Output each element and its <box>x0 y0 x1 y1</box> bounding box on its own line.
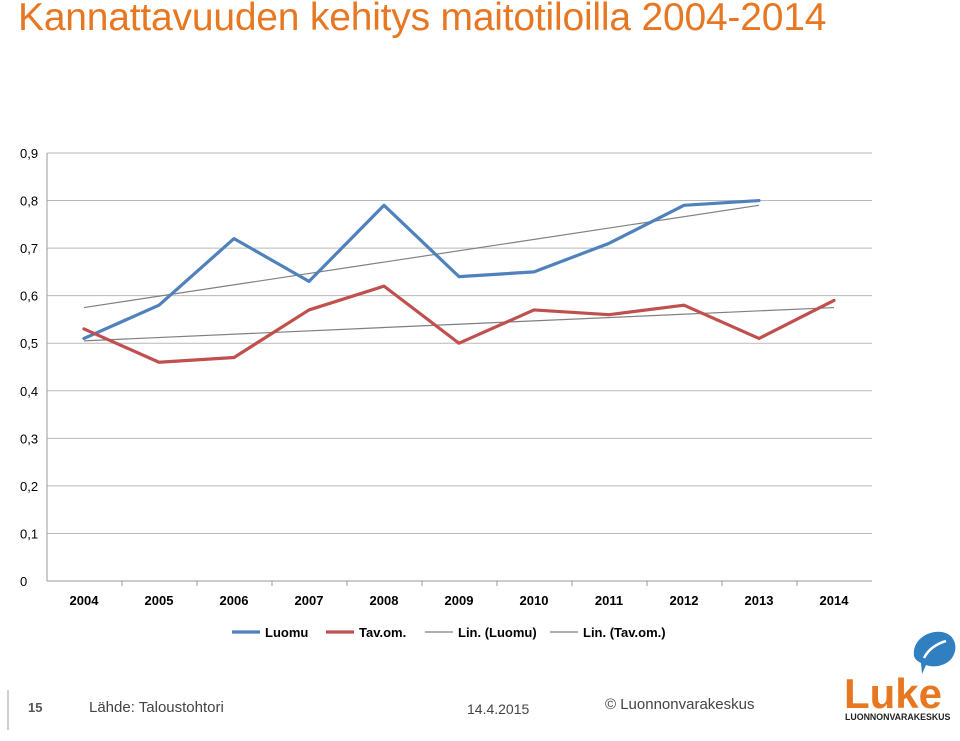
y-tick-label: 0,8 <box>20 194 38 209</box>
slide-date: 14.4.2015 <box>467 701 530 717</box>
footer-divider <box>7 690 9 730</box>
y-tick-label: 0 <box>20 574 27 589</box>
x-tick-label: 2008 <box>370 593 399 608</box>
leaf-speech-icon <box>913 631 956 674</box>
legend-label: Tav.om. <box>359 625 406 640</box>
x-tick-label: 2013 <box>745 593 774 608</box>
series-line <box>82 284 836 364</box>
x-tick-label: 2014 <box>820 593 850 608</box>
y-tick-label: 0,6 <box>20 289 38 304</box>
legend-label: Lin. (Luomu) <box>458 625 537 640</box>
y-tick-label: 0,2 <box>20 479 38 494</box>
y-tick-label: 0,9 <box>20 146 38 161</box>
axes: 0 0,1 0,2 0,3 0,4 0,5 0,6 0,7 0,8 0,9 2004 2005 2006… <box>20 146 872 608</box>
gridlines <box>47 152 872 534</box>
trendlines <box>83 204 835 342</box>
slide-title: Kannattavuuden kehitys maitotiloilla 200… <box>18 0 827 39</box>
copyright-note: © Luonnonvarakeskus <box>605 696 755 713</box>
trendline <box>83 204 760 309</box>
y-tick-label: 0,4 <box>20 384 38 399</box>
x-tick-label: 2010 <box>520 593 549 608</box>
x-tick-label: 2005 <box>145 593 174 608</box>
series-lines <box>82 198 836 364</box>
x-tick-label: 2007 <box>295 593 324 608</box>
logo-wordmark: Luke <box>844 670 942 717</box>
legend-label: Luomu <box>265 625 308 640</box>
x-tick-label: 2012 <box>670 593 699 608</box>
logo-subtitle: LUONNONVARAKESKUS <box>845 712 951 722</box>
x-tick-label: 2011 <box>595 593 623 608</box>
chart-legend: Luomu Tav.om. Lin. (Luomu) Lin. (Tav.om.) <box>232 625 666 640</box>
trendline <box>83 306 835 342</box>
x-tick-label: 2009 <box>445 593 474 608</box>
y-tick-label: 0,5 <box>20 336 38 351</box>
legend-label: Lin. (Tav.om.) <box>583 625 666 640</box>
page-number: 15 <box>28 700 43 715</box>
y-tick-label: 0,3 <box>20 431 38 446</box>
luke-logo: Luke LUONNONVARAKESKUS <box>844 631 956 722</box>
y-tick-label: 0,7 <box>20 241 38 256</box>
x-tick-label: 2006 <box>220 593 249 608</box>
series-line <box>82 198 761 341</box>
source-note: Lähde: Taloustohtori <box>89 699 224 716</box>
y-tick-label: 0,1 <box>20 526 38 541</box>
x-tick-label: 2004 <box>70 593 100 608</box>
